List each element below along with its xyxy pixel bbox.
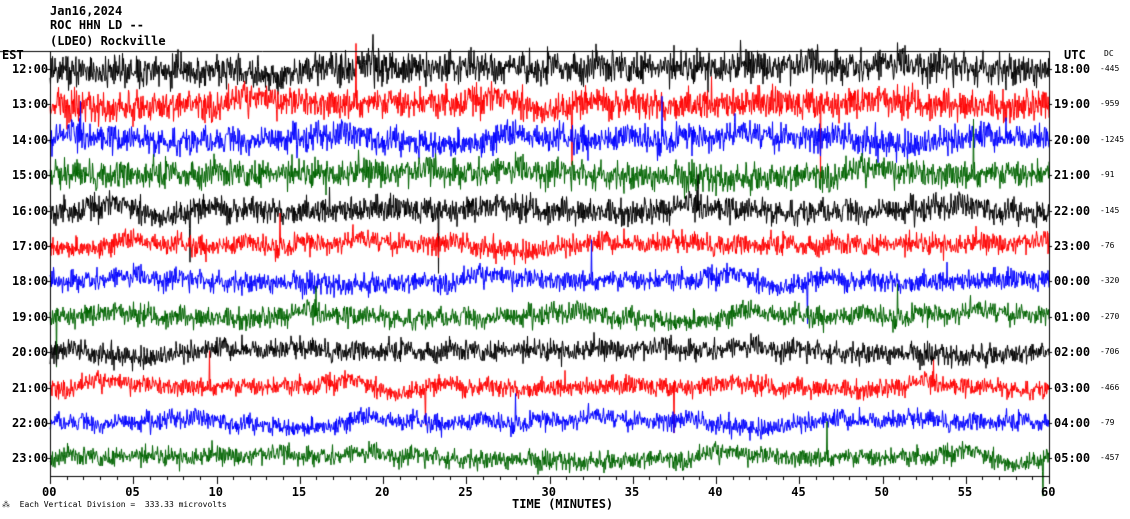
right-time-label: 22:00 xyxy=(1054,203,1091,218)
dc-offset-label: -959 xyxy=(1100,99,1120,109)
x-tick-label: 60 xyxy=(1041,485,1056,499)
x-tick-label: 00 xyxy=(42,485,57,499)
dc-offset-label: -270 xyxy=(1100,311,1120,321)
left-timezone-label: EST xyxy=(2,48,24,62)
dc-offset-label: -445 xyxy=(1100,64,1120,73)
dc-offset-label: -76 xyxy=(1100,241,1115,250)
dc-offset-label: -706 xyxy=(1100,347,1120,357)
dc-header-label: DC xyxy=(1104,49,1114,58)
left-time-label: 18:00 xyxy=(12,274,49,289)
logo-mark: ⁂ xyxy=(2,500,10,509)
date-title: Jan16,2024 xyxy=(50,4,123,18)
x-tick-label: 05 xyxy=(125,485,140,499)
network-title: (LDEO) Rockville xyxy=(50,34,166,48)
dc-offset-label: -79 xyxy=(1100,418,1115,427)
left-time-label: 14:00 xyxy=(12,132,49,147)
left-time-label: 13:00 xyxy=(12,97,49,112)
dc-offset-label: -457 xyxy=(1100,453,1120,463)
right-time-label: 21:00 xyxy=(1054,168,1091,183)
right-time-label: 01:00 xyxy=(1054,309,1091,324)
left-time-label: 12:00 xyxy=(12,62,49,76)
right-time-label: 19:00 xyxy=(1054,97,1091,112)
right-time-label: 03:00 xyxy=(1054,380,1091,395)
dc-offset-label: -145 xyxy=(1100,205,1120,215)
right-time-label: 00:00 xyxy=(1054,274,1091,289)
x-tick-label: 50 xyxy=(874,485,889,499)
x-tick-label: 10 xyxy=(208,485,223,499)
left-time-label: 16:00 xyxy=(12,203,49,218)
division-note: Each Vertical Division = 333.33 microvol… xyxy=(19,500,227,509)
x-tick-label: 15 xyxy=(291,485,307,499)
x-tick-label: 35 xyxy=(624,485,640,499)
x-axis-label: TIME (MINUTES) xyxy=(512,497,614,511)
footer-note: ⁂ Each Vertical Division = 333.33 microv… xyxy=(2,500,227,509)
right-time-label: 05:00 xyxy=(1054,451,1091,466)
left-time-label: 17:00 xyxy=(12,239,49,253)
right-time-label: 02:00 xyxy=(1054,345,1091,360)
x-tick-label: 55 xyxy=(957,485,973,499)
x-tick-label: 40 xyxy=(708,485,723,499)
right-time-label: 18:00 xyxy=(1054,62,1091,76)
left-time-label: 19:00 xyxy=(12,309,49,324)
right-time-label: 20:00 xyxy=(1054,132,1091,147)
x-tick-label: 45 xyxy=(791,485,806,499)
dc-offset-label: -320 xyxy=(1100,276,1120,286)
station-title: ROC HHN LD -- xyxy=(50,18,144,32)
x-tick-label: 30 xyxy=(541,485,556,499)
right-time-label: 04:00 xyxy=(1054,416,1091,430)
left-time-label: 20:00 xyxy=(12,345,49,360)
left-time-label: 15:00 xyxy=(12,168,49,183)
right-timezone-label: UTC xyxy=(1064,48,1086,62)
x-tick-label: 20 xyxy=(375,485,390,499)
left-time-label: 22:00 xyxy=(12,416,49,430)
left-time-label: 21:00 xyxy=(12,380,49,395)
right-time-label: 23:00 xyxy=(1054,239,1091,253)
dc-offset-label: -466 xyxy=(1100,382,1120,392)
dc-offset-label: -91 xyxy=(1100,170,1115,180)
dc-offset-label: -1245 xyxy=(1100,134,1125,144)
x-tick-label: 25 xyxy=(458,485,473,499)
left-time-label: 23:00 xyxy=(12,451,49,466)
